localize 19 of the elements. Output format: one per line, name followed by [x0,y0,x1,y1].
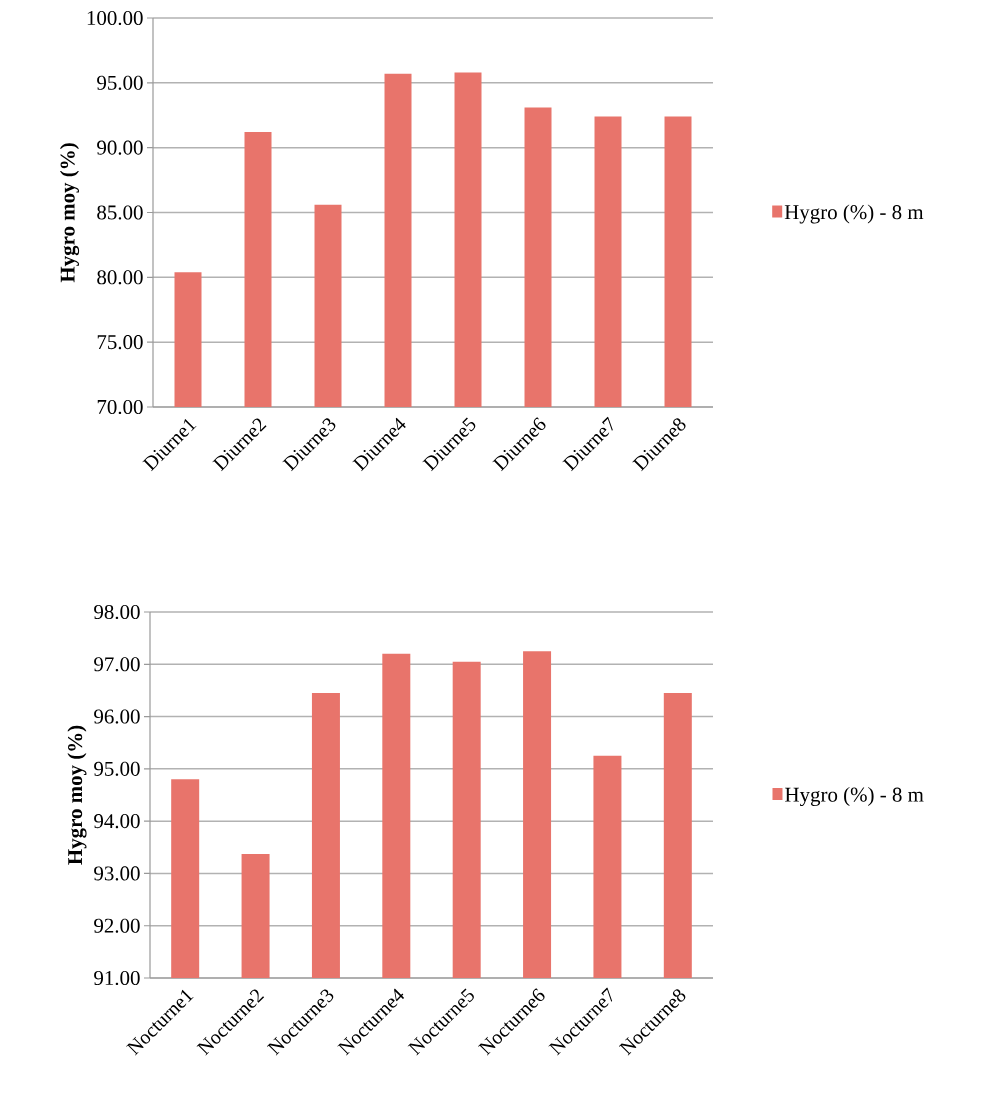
y-tick-label: 98.00 [94,604,140,620]
y-tick-label: 95.00 [97,75,143,90]
y-tick-label: 91.00 [94,970,140,986]
y-tick-label: 96.00 [94,709,140,724]
y-tick-label: 95.00 [94,761,140,776]
y-tick-label: 70.00 [97,399,143,415]
y-tick-label: 85.00 [97,205,143,220]
y-axis-title: Hygro moy (%) [67,725,87,865]
y-tick-label: 93.00 [94,866,140,881]
y-tick-label: 90.00 [97,140,143,155]
y-axis-title: Hygro moy (%) [59,143,80,283]
legend-label: Hygro (%) - 8 m [784,204,924,224]
y-tick-label: 100.00 [87,10,143,26]
y-tick-label: 75.00 [97,335,143,350]
y-tick-label: 94.00 [94,814,140,829]
y-tick-label: 97.00 [94,657,140,672]
y-tick-label: 80.00 [97,270,143,285]
y-tick-label: 92.00 [94,918,140,933]
legend-label: Hygro (%) - 8 m [785,787,924,807]
